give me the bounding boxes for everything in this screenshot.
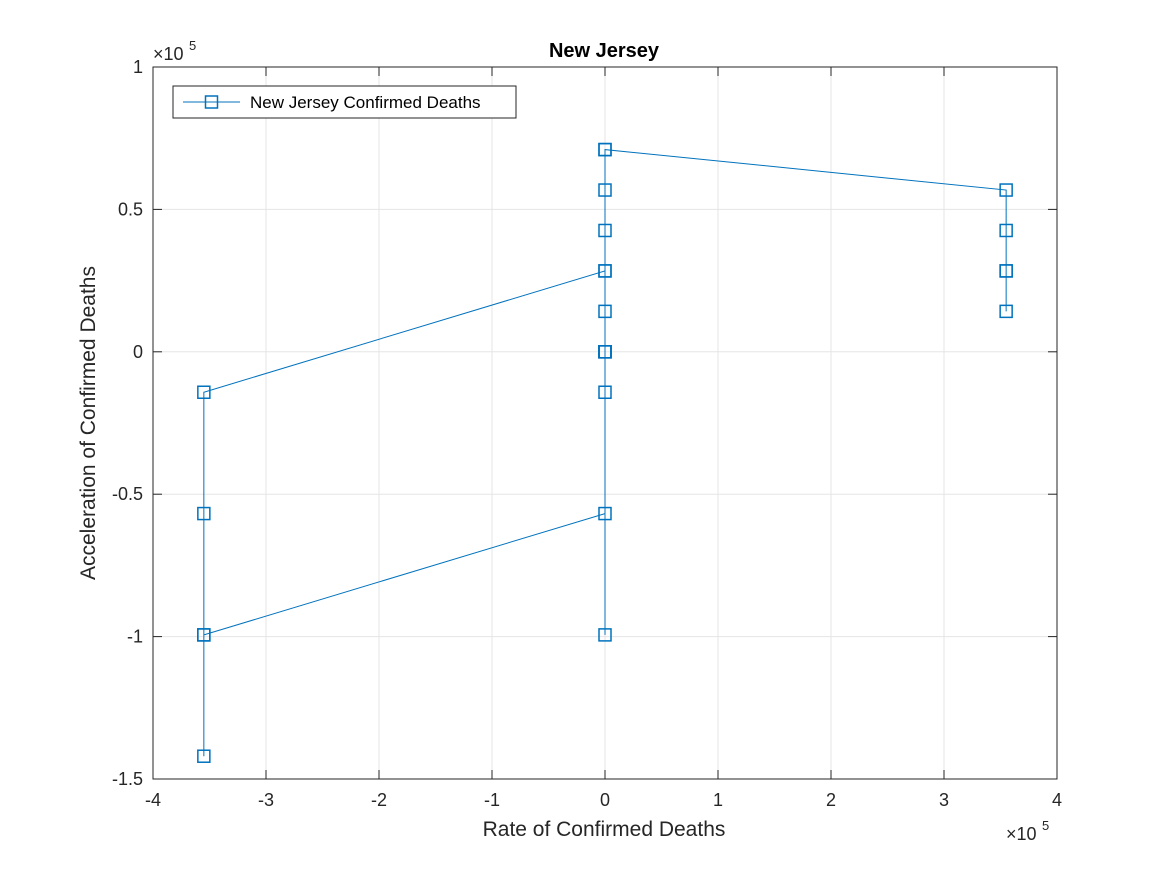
y-tick-label: -0.5 (112, 484, 143, 504)
y-tick-label: 1 (133, 57, 143, 77)
data-point-marker (999, 183, 1013, 197)
x-axis-multiplier: ×10 (1006, 824, 1037, 844)
y-axis-multiplier-exponent: 5 (189, 38, 196, 53)
data-point-marker (598, 628, 612, 642)
data-point-marker (598, 304, 612, 319)
data-point-marker (999, 304, 1013, 319)
data-point-marker (197, 506, 211, 521)
ticks (152, 66, 1058, 780)
y-axis-label: Acceleration of Confirmed Deaths (77, 266, 100, 580)
y-tick-label: 0.5 (118, 199, 143, 219)
data-point-marker (598, 183, 612, 197)
x-axis-multiplier-exponent: 5 (1042, 818, 1049, 833)
data-point-marker (598, 506, 612, 521)
series-layer (197, 142, 1013, 763)
tick-labels: -4 -3 -2 -1 0 1 2 3 4 -1.5 -1 -0.5 0 0.5 1 (112, 57, 1062, 810)
data-point-marker (598, 142, 612, 157)
y-axis-multiplier: ×10 (153, 44, 184, 64)
data-point-marker (598, 385, 612, 399)
data-point-marker (197, 628, 211, 642)
legend-marker-square (204, 95, 219, 109)
data-point-marker (197, 385, 211, 399)
x-tick-label: 2 (826, 790, 836, 810)
y-tick-label: -1.5 (112, 769, 143, 789)
x-tick-label: 4 (1052, 790, 1062, 810)
x-tick-label: -3 (258, 790, 274, 810)
data-point-marker (598, 223, 612, 238)
x-tick-label: 3 (939, 790, 949, 810)
x-tick-label: -1 (484, 790, 500, 810)
data-point-marker (598, 264, 612, 278)
data-point-marker (999, 264, 1013, 278)
y-tick-label: 0 (133, 342, 143, 362)
data-point-marker (999, 223, 1013, 238)
y-tick-label: -1 (127, 627, 143, 647)
data-point-marker (197, 749, 211, 763)
x-tick-label: 1 (713, 790, 723, 810)
x-tick-label: -4 (145, 790, 161, 810)
chart-title: New Jersey (549, 40, 660, 62)
x-axis-label: Rate of Confirmed Deaths (483, 818, 726, 841)
series-line (203, 149, 1007, 757)
data-point-marker (598, 345, 612, 359)
x-tick-label: -2 (371, 790, 387, 810)
x-tick-label: 0 (600, 790, 610, 810)
legend: New Jersey Confirmed Deaths (172, 85, 517, 119)
legend-label: New Jersey Confirmed Deaths (250, 93, 481, 112)
